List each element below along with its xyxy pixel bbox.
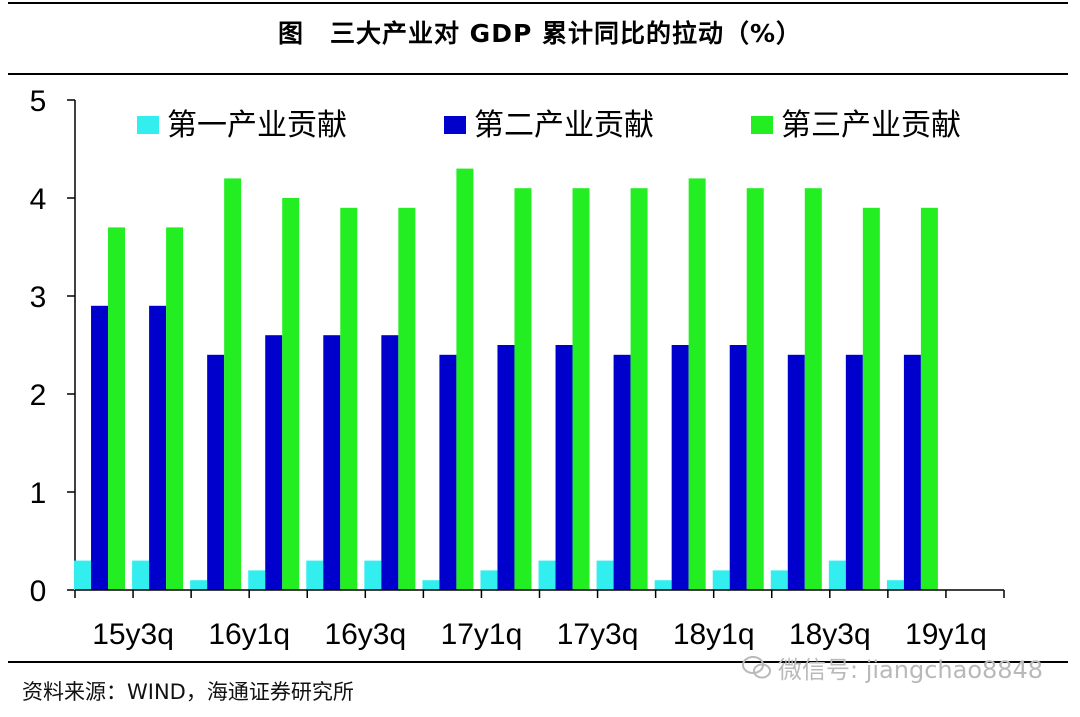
x-tick-label: 18y3q: [789, 618, 871, 651]
bar-1-16y2q: [248, 570, 266, 590]
footer-divider: [8, 661, 1068, 663]
bar-3-19y1q: [920, 207, 938, 591]
bar-2-19y1q: [903, 354, 921, 590]
bar-1-18y3q: [770, 570, 788, 590]
bar-3-17y4q: [630, 188, 648, 590]
y-tick-label: 4: [30, 183, 47, 216]
bar-1-19y1q: [886, 580, 904, 590]
bar-2-17y2q: [497, 345, 515, 590]
bar-1-18y1q: [654, 580, 672, 590]
bar-1-17y4q: [596, 560, 614, 590]
bar-2-16y2q: [265, 335, 283, 590]
bar-3-16y1q: [224, 178, 242, 590]
bar-2-18y4q: [845, 354, 863, 590]
top-border: [8, 2, 1068, 4]
y-tick-label: 2: [30, 379, 47, 412]
x-tick-label: 15y3q: [92, 618, 174, 651]
y-tick-label: 3: [30, 281, 47, 314]
legend-label-2: 第二产业贡献: [474, 108, 654, 143]
bar-2-15y4q: [149, 305, 167, 590]
wechat-icon: [742, 655, 771, 678]
bar-1-16y4q: [364, 560, 382, 590]
x-tick-label: 19y1q: [905, 618, 987, 651]
bar-2-18y3q: [787, 354, 805, 590]
title-divider: [8, 73, 1068, 75]
bar-1-16y1q: [190, 580, 208, 590]
bar-3-18y2q: [746, 188, 764, 590]
legend-swatch-3: [751, 116, 773, 134]
bar-1-16y3q: [306, 560, 324, 590]
bar-2-18y2q: [729, 345, 747, 590]
bar-3-16y3q: [340, 207, 358, 591]
x-tick-label: 16y3q: [324, 618, 406, 651]
bar-1-17y1q: [422, 580, 440, 590]
bar-3-15y4q: [166, 227, 184, 590]
bar-1-18y4q: [828, 560, 846, 590]
y-tick-label: 0: [30, 575, 47, 608]
bar-2-15y3q: [91, 305, 109, 590]
y-tick-label: 5: [30, 85, 47, 118]
x-tick-label: 18y1q: [673, 618, 755, 651]
bar-1-18y2q: [712, 570, 730, 590]
x-tick-label: 17y1q: [441, 618, 523, 651]
bar-1-15y3q: [74, 560, 92, 590]
bar-2-18y1q: [671, 345, 689, 590]
watermark: 微信号: jiangchao8848: [742, 650, 1043, 685]
bar-2-17y1q: [439, 354, 457, 590]
bar-2-16y4q: [381, 335, 399, 590]
bar-2-17y4q: [613, 354, 631, 590]
bar-2-16y3q: [323, 335, 341, 590]
legend-swatch-2: [444, 116, 466, 134]
bar-3-16y2q: [282, 198, 300, 590]
chart-title: 图 三大产业对 GDP 累计同比的拉动（%）: [277, 19, 803, 48]
legend-swatch-1: [137, 116, 159, 134]
bar-3-15y3q: [108, 227, 126, 590]
bar-2-17y3q: [555, 345, 573, 590]
bar-3-17y1q: [456, 168, 474, 590]
x-tick-label: 17y3q: [557, 618, 639, 651]
bar-1-15y4q: [132, 560, 150, 590]
watermark-text: 微信号: jiangchao8848: [778, 656, 1044, 684]
bar-3-17y3q: [572, 188, 590, 590]
bar-3-18y3q: [804, 188, 822, 590]
bar-3-18y1q: [688, 178, 706, 590]
bar-3-16y4q: [398, 207, 416, 591]
source-note: 资料来源：WIND，海通证券研究所: [22, 680, 354, 704]
bar-3-18y4q: [862, 207, 880, 591]
bar-3-17y2q: [514, 188, 532, 590]
legend-label-3: 第三产业贡献: [781, 108, 961, 143]
bar-2-16y1q: [207, 354, 225, 590]
legend-label-1: 第一产业贡献: [167, 108, 347, 143]
bar-1-17y2q: [480, 570, 498, 590]
y-tick-label: 1: [30, 477, 47, 510]
x-tick-label: 16y1q: [208, 618, 290, 651]
bar-1-17y3q: [538, 560, 556, 590]
